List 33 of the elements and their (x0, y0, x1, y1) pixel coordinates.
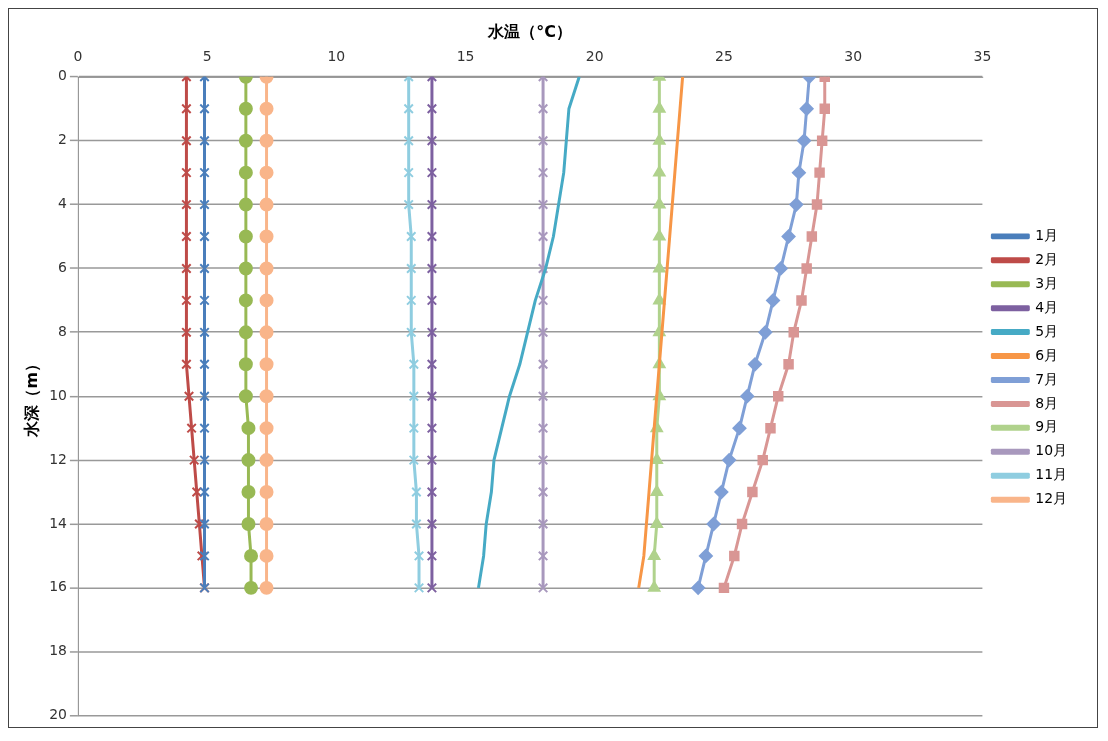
legend-label: 10月 (1035, 442, 1068, 459)
y-tick-label: 6 (58, 259, 67, 276)
y-tick-label: 10 (49, 386, 67, 403)
y-tick-label: 2 (58, 131, 67, 148)
y-tick-label: 14 (49, 514, 68, 531)
y-tick-label: 20 (49, 706, 67, 723)
y-tick-label: 8 (58, 322, 67, 339)
y-axis-title: 水深（m） (21, 355, 41, 438)
x-tick-label: 15 (456, 48, 475, 65)
x-tick-label: 10 (327, 48, 346, 65)
y-tick-label: 16 (49, 578, 67, 595)
legend-label: 2月 (1035, 250, 1059, 267)
x-tick-label: 0 (73, 48, 83, 65)
x-tick-label: 30 (844, 48, 863, 65)
legend-label: 11月 (1035, 466, 1068, 483)
x-tick-label: 25 (715, 48, 733, 65)
y-tick-label: 0 (58, 67, 67, 84)
legend-label: 12月 (1035, 490, 1068, 507)
x-axis-title: 水温（°C） (487, 21, 573, 41)
legend-label: 3月 (1035, 274, 1059, 291)
legend-label: 6月 (1035, 346, 1059, 363)
x-tick-label: 35 (973, 48, 992, 65)
x-tick-label: 20 (585, 48, 604, 65)
legend-label: 4月 (1035, 298, 1059, 315)
y-tick-label: 4 (58, 195, 68, 212)
legend-label: 8月 (1035, 394, 1059, 411)
legend-label: 5月 (1035, 322, 1059, 339)
y-tick-label: 12 (49, 450, 67, 467)
legend-label: 7月 (1035, 370, 1059, 387)
y-tick-label: 18 (49, 642, 67, 659)
legend-label: 9月 (1035, 418, 1059, 435)
x-tick-label: 5 (202, 48, 212, 65)
legend-label: 1月 (1035, 227, 1059, 243)
